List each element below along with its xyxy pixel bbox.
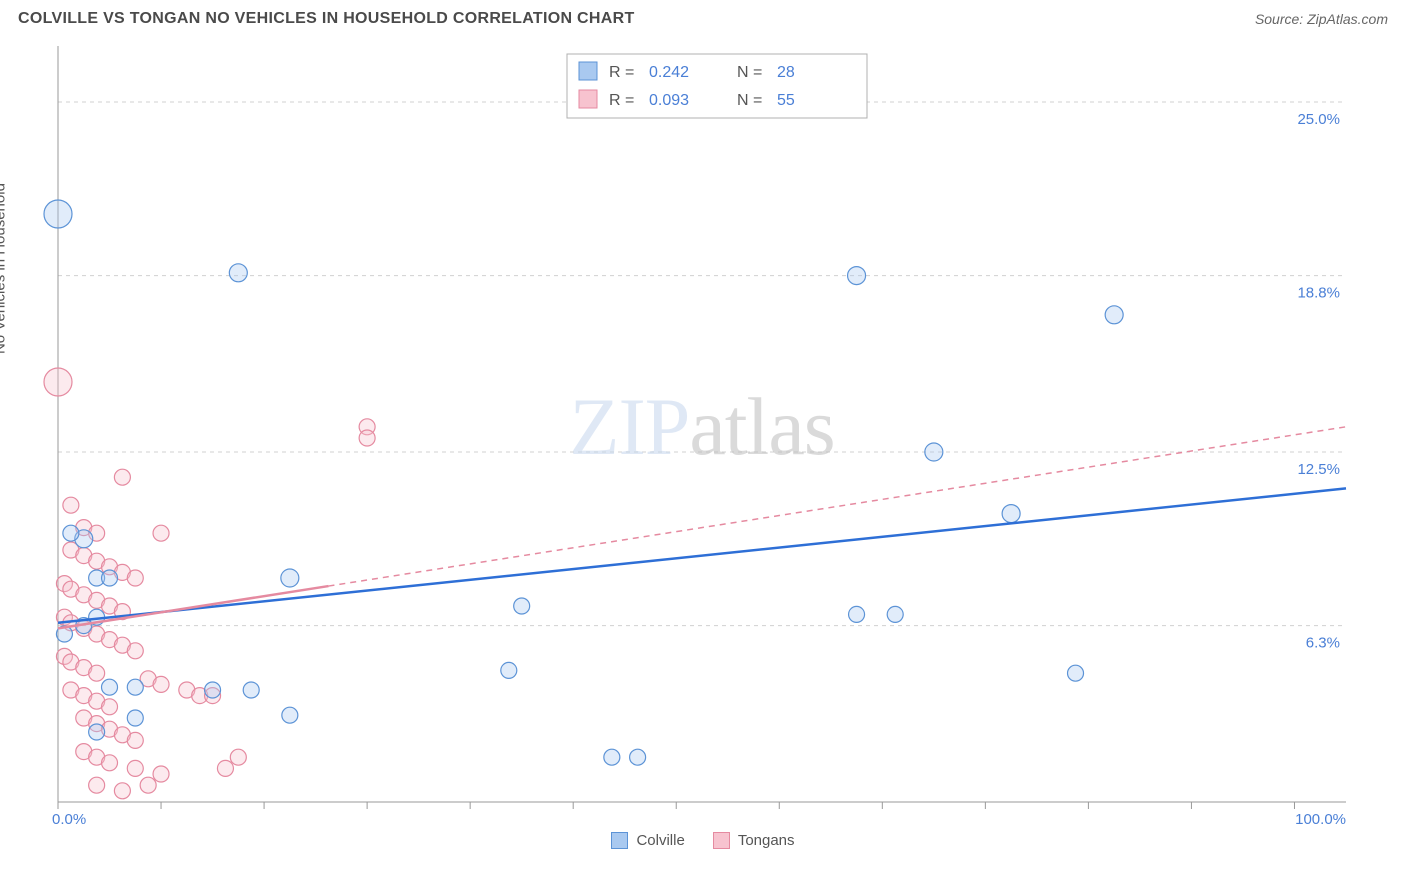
legend-bottom: Colville Tongans — [0, 832, 1406, 849]
svg-text:12.5%: 12.5% — [1297, 461, 1340, 478]
chart-title: COLVILLE VS TONGAN NO VEHICLES IN HOUSEH… — [18, 10, 635, 28]
svg-text:25.0%: 25.0% — [1297, 111, 1340, 128]
svg-text:28: 28 — [777, 64, 795, 81]
chart-container: No Vehicles in Household 6.3%12.5%18.8%2… — [10, 36, 1396, 826]
svg-text:18.8%: 18.8% — [1297, 285, 1340, 302]
svg-text:0.242: 0.242 — [649, 64, 689, 81]
legend-label: Colville — [636, 832, 684, 849]
scatter-chart: 6.3% 12.5% 18.8% 25.0% ZIPatlas 0.0% 100.0% R =… — [10, 36, 1396, 826]
y-axis-label: No Vehicles in Household — [0, 183, 9, 354]
legend-item-tongans: Tongans — [713, 832, 795, 849]
svg-text:55: 55 — [777, 92, 795, 109]
svg-text:0.093: 0.093 — [649, 92, 689, 109]
svg-text:ZIPatlas: ZIPatlas — [569, 381, 834, 472]
legend-label: Tongans — [738, 832, 795, 849]
svg-text:R =: R = — [609, 64, 634, 81]
legend-swatch — [713, 832, 730, 849]
svg-text:0.0%: 0.0% — [52, 811, 86, 826]
source-label: Source: ZipAtlas.com — [1255, 11, 1388, 27]
svg-text:R =: R = — [609, 92, 634, 109]
svg-text:6.3%: 6.3% — [1306, 635, 1340, 652]
legend-item-colville: Colville — [611, 832, 684, 849]
svg-text:N =: N = — [737, 64, 762, 81]
svg-text:N =: N = — [737, 92, 762, 109]
legend-swatch — [611, 832, 628, 849]
svg-text:100.0%: 100.0% — [1295, 811, 1346, 826]
